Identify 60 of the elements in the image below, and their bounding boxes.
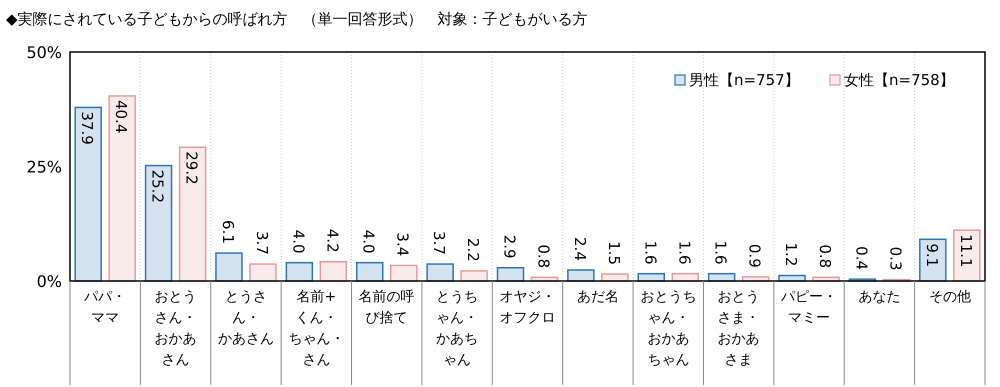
y-tick-label: 0%	[36, 272, 62, 291]
data-label: 0.8	[534, 244, 552, 268]
bar	[286, 262, 314, 282]
x-tick-label: あだ名	[576, 289, 619, 305]
data-label: 0.4	[852, 246, 870, 270]
x-tick-label: 名前の呼び捨て	[358, 289, 415, 326]
bar	[390, 264, 418, 282]
bar	[460, 270, 488, 282]
y-tick-label: 25%	[26, 158, 62, 176]
data-label: 2.9	[500, 234, 518, 259]
x-tick-label: その他	[928, 289, 971, 305]
data-label: 4.2	[323, 228, 342, 253]
x-tick-label: おとうちゃん・おかあちゃん	[640, 289, 696, 368]
data-label: 9.1	[922, 243, 941, 268]
data-label: 29.2	[182, 151, 201, 185]
data-label: 25.2	[148, 170, 167, 203]
data-label: 6.1	[218, 220, 237, 244]
bar	[356, 262, 384, 282]
bar	[215, 252, 243, 282]
x-tick-label: おとうさま・おかあさま	[718, 289, 760, 368]
legend-label: 男性【n=757】	[689, 71, 800, 89]
x-tick-label: オヤジ・オフクロ	[500, 289, 556, 326]
data-label: 3.7	[252, 231, 271, 255]
data-label: 1.5	[604, 241, 623, 265]
data-label: 0.3	[886, 246, 904, 270]
data-label: 3.4	[394, 232, 412, 256]
x-tick-label: あなた	[858, 289, 900, 305]
y-tick-label: 50%	[26, 43, 62, 62]
bar	[144, 164, 172, 282]
bar	[249, 263, 277, 282]
data-label: 2.2	[464, 238, 482, 262]
data-label: 37.9	[78, 111, 96, 145]
data-label: 40.4	[112, 100, 130, 134]
legend-label: 女性【n=758】	[844, 71, 955, 89]
data-label: 4.0	[360, 230, 378, 254]
x-tick-label: 名前+くん・ちゃん・さん	[288, 289, 344, 368]
bar	[496, 266, 524, 282]
bar	[426, 263, 454, 282]
bar	[178, 146, 206, 282]
data-label: 1.6	[712, 240, 730, 265]
data-label: 0.9	[746, 244, 764, 268]
chart-title: ◆実際にされている子どもからの呼ばれ方 （単一回答形式） 対象：子どもがいる方	[6, 10, 588, 28]
data-label: 1.6	[675, 240, 694, 265]
data-label: 11.1	[956, 234, 975, 268]
data-label: 0.8	[816, 244, 834, 268]
bar	[320, 261, 348, 282]
x-tick-label: おとうさん・おかあさん	[154, 289, 197, 368]
data-label: 1.2	[782, 242, 800, 266]
bar	[919, 238, 947, 282]
x-tick-label: パパ・ママ	[83, 289, 126, 326]
x-tick-label: パピー・マミー	[780, 289, 838, 326]
bar	[953, 229, 981, 282]
data-label: 3.7	[430, 231, 448, 255]
data-label: 2.4	[570, 237, 589, 261]
bar	[74, 106, 102, 282]
data-label: 4.0	[289, 230, 308, 254]
bar	[108, 95, 136, 282]
data-label: 1.6	[641, 240, 660, 265]
x-tick-label: とうさん・かあさん	[218, 289, 274, 347]
x-tick-label: とうちゃん・かあちゃん	[436, 289, 478, 368]
